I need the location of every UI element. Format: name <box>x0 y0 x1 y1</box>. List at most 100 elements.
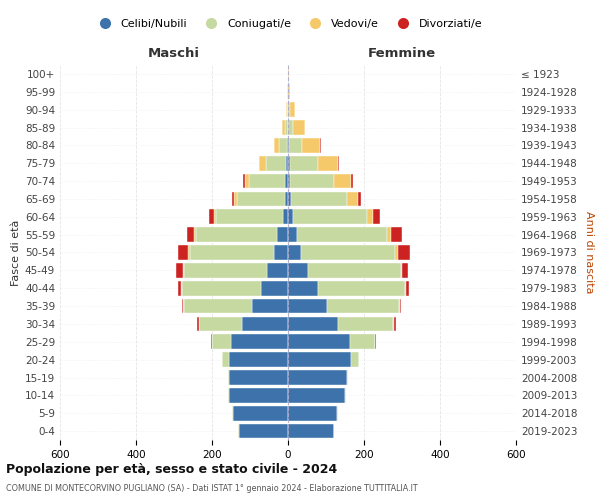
Bar <box>196 228 277 242</box>
Bar <box>231 334 288 349</box>
Bar <box>288 406 337 420</box>
Bar <box>182 298 183 314</box>
Y-axis label: Anni di nascita: Anni di nascita <box>584 211 594 294</box>
Bar <box>284 192 288 206</box>
Bar <box>338 156 340 170</box>
Bar <box>288 156 290 170</box>
Bar <box>178 281 181 295</box>
Bar <box>239 424 288 438</box>
Bar <box>287 102 288 117</box>
Bar <box>350 334 376 349</box>
Bar <box>395 245 398 260</box>
Bar <box>229 370 288 385</box>
Bar <box>249 174 286 188</box>
Bar <box>318 156 338 170</box>
Y-axis label: Fasce di età: Fasce di età <box>11 220 21 286</box>
Bar <box>293 210 367 224</box>
Bar <box>287 138 288 152</box>
Bar <box>288 174 290 188</box>
Bar <box>406 281 409 295</box>
Bar <box>286 174 288 188</box>
Bar <box>286 156 288 170</box>
Bar <box>277 228 288 242</box>
Bar <box>288 102 290 117</box>
Bar <box>301 245 395 260</box>
Text: COMUNE DI MONTECORVINO PUGLIANO (SA) - Dati ISTAT 1° gennaio 2024 - Elaborazione: COMUNE DI MONTECORVINO PUGLIANO (SA) - D… <box>6 484 418 493</box>
Bar <box>288 192 291 206</box>
Bar <box>373 210 380 224</box>
Bar <box>184 263 267 278</box>
Bar <box>234 192 237 206</box>
Bar <box>320 138 321 152</box>
Bar <box>267 263 288 278</box>
Bar <box>190 245 274 260</box>
Bar <box>334 174 351 188</box>
Bar <box>252 298 288 314</box>
Bar <box>391 228 401 242</box>
Bar <box>237 192 284 206</box>
Bar <box>288 228 297 242</box>
Bar <box>181 281 182 295</box>
Bar <box>199 316 242 331</box>
Bar <box>216 210 283 224</box>
Bar <box>274 245 288 260</box>
Legend: Celibi/Nubili, Coniugati/e, Vedovi/e, Divorziati/e: Celibi/Nubili, Coniugati/e, Vedovi/e, Di… <box>89 14 487 33</box>
Bar <box>238 424 239 438</box>
Bar <box>288 388 345 402</box>
Bar <box>327 298 399 314</box>
Bar <box>290 156 318 170</box>
Bar <box>401 263 403 278</box>
Bar <box>297 228 387 242</box>
Bar <box>289 84 290 99</box>
Bar <box>290 102 295 117</box>
Bar <box>403 263 408 278</box>
Bar <box>387 228 391 242</box>
Bar <box>399 298 400 314</box>
Bar <box>214 210 216 224</box>
Bar <box>345 388 346 402</box>
Bar <box>358 192 361 206</box>
Text: Femmine: Femmine <box>368 46 436 60</box>
Bar <box>290 174 334 188</box>
Bar <box>347 192 358 206</box>
Bar <box>288 370 347 385</box>
Bar <box>243 174 245 188</box>
Bar <box>286 102 287 117</box>
Bar <box>288 424 334 438</box>
Bar <box>212 334 231 349</box>
Bar <box>283 210 288 224</box>
Bar <box>242 316 288 331</box>
Bar <box>293 120 305 135</box>
Bar <box>288 120 293 135</box>
Bar <box>350 352 359 367</box>
Bar <box>262 281 288 295</box>
Bar <box>394 316 395 331</box>
Bar <box>187 228 194 242</box>
Bar <box>279 138 287 152</box>
Bar <box>398 245 410 260</box>
Bar <box>288 334 350 349</box>
Bar <box>337 406 338 420</box>
Bar <box>289 138 302 152</box>
Bar <box>194 228 196 242</box>
Bar <box>317 281 405 295</box>
Bar <box>188 245 190 260</box>
Bar <box>229 388 288 402</box>
Bar <box>367 210 373 224</box>
Bar <box>266 156 286 170</box>
Bar <box>176 263 183 278</box>
Bar <box>209 210 214 224</box>
Bar <box>308 263 401 278</box>
Bar <box>302 138 320 152</box>
Bar <box>182 281 262 295</box>
Bar <box>400 298 401 314</box>
Bar <box>229 352 288 367</box>
Bar <box>288 281 317 295</box>
Text: Popolazione per età, sesso e stato civile - 2024: Popolazione per età, sesso e stato civil… <box>6 462 337 475</box>
Bar <box>350 174 353 188</box>
Bar <box>183 263 184 278</box>
Bar <box>282 120 285 135</box>
Bar <box>288 245 301 260</box>
Text: Maschi: Maschi <box>148 46 200 60</box>
Bar <box>222 352 229 367</box>
